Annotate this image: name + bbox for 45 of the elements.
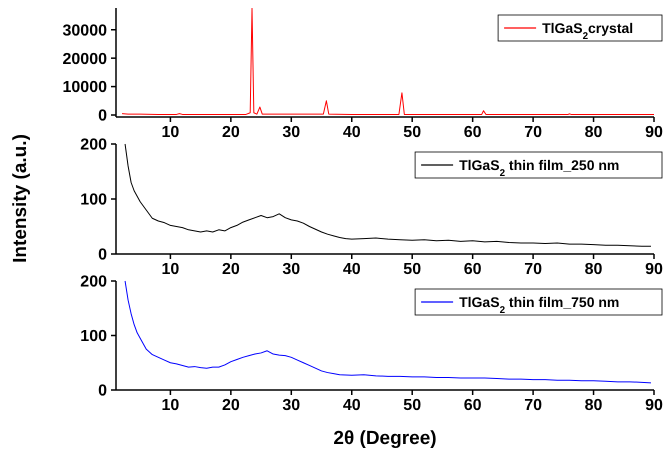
y-axis-title: Intensity (a.u.) [10, 134, 31, 263]
y-tick-label: 20000 [62, 50, 108, 68]
x-tick-label: 80 [584, 124, 603, 141]
x-tick-label: 20 [222, 261, 240, 278]
x-tick-label: 50 [403, 261, 422, 278]
legend-label: TlGaS$_{2}$ thin film_250 nm [459, 156, 620, 178]
x-tick-label: 70 [524, 261, 542, 278]
y-tick-label: 30000 [62, 22, 108, 40]
x-tick-label: 20 [222, 124, 240, 141]
x-tick-label: 10 [162, 261, 180, 278]
x-tick-label: 60 [464, 261, 482, 278]
line-series [122, 8, 654, 115]
x-tick-label: 40 [342, 124, 361, 141]
x-tick-label: 90 [645, 124, 663, 141]
x-tick-label: 10 [162, 124, 180, 141]
x-tick-label: 30 [282, 261, 300, 278]
x-tick-label: 40 [342, 261, 361, 278]
x-tick-label: 20 [222, 397, 240, 414]
x-tick-label: 80 [584, 397, 603, 414]
y-tick-label: 200 [80, 274, 108, 291]
x-tick-label: 40 [342, 397, 361, 414]
x-tick-label: 30 [282, 397, 300, 414]
legend-label: TlGaS$_{2}$crystal [542, 20, 634, 42]
y-tick-label: 10000 [62, 79, 108, 96]
x-tick-label: 60 [464, 124, 482, 141]
y-tick-label: 100 [80, 192, 108, 209]
x-tick-label: 90 [645, 261, 663, 278]
x-tick-label: 60 [464, 397, 482, 414]
x-tick-label: 50 [403, 124, 422, 141]
x-tick-label: 50 [403, 397, 422, 414]
y-tick-label: 0 [98, 382, 108, 400]
x-tick-label: 10 [162, 397, 180, 414]
y-tick-label: 0 [98, 108, 108, 125]
x-tick-label: 30 [282, 124, 300, 141]
x-tick-label: 70 [524, 397, 542, 414]
line-series [124, 280, 652, 384]
y-tick-label: 100 [80, 328, 108, 346]
x-tick-label: 90 [645, 397, 663, 414]
x-tick-label: 80 [584, 261, 603, 278]
x-tick-label: 70 [524, 124, 542, 141]
y-tick-label: 0 [98, 246, 108, 264]
x-axis-title: 2θ (Degree) [333, 428, 437, 449]
legend-label: TlGaS$_{2}$ thin film_750 nm [459, 294, 620, 316]
line-series [124, 144, 652, 247]
y-tick-label: 200 [80, 136, 108, 154]
